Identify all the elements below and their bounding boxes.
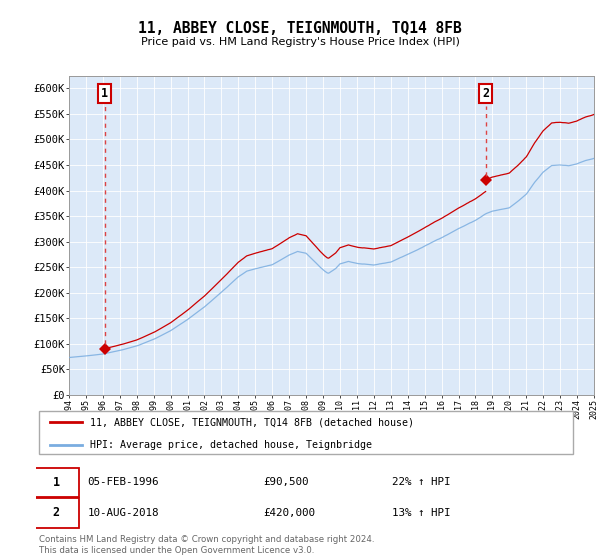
FancyBboxPatch shape: [39, 411, 574, 454]
Text: 05-FEB-1996: 05-FEB-1996: [88, 477, 159, 487]
Text: £420,000: £420,000: [263, 508, 315, 518]
Text: Contains HM Land Registry data © Crown copyright and database right 2024.
This d: Contains HM Land Registry data © Crown c…: [39, 535, 374, 555]
Text: HPI: Average price, detached house, Teignbridge: HPI: Average price, detached house, Teig…: [90, 440, 372, 450]
Text: 2: 2: [52, 506, 59, 519]
Text: 1: 1: [101, 87, 108, 100]
Text: £90,500: £90,500: [263, 477, 308, 487]
Text: 1: 1: [52, 476, 59, 489]
Text: 10-AUG-2018: 10-AUG-2018: [88, 508, 159, 518]
Text: 11, ABBEY CLOSE, TEIGNMOUTH, TQ14 8FB: 11, ABBEY CLOSE, TEIGNMOUTH, TQ14 8FB: [138, 21, 462, 36]
Text: 22% ↑ HPI: 22% ↑ HPI: [392, 477, 451, 487]
FancyBboxPatch shape: [34, 498, 79, 528]
FancyBboxPatch shape: [34, 468, 79, 497]
Text: 13% ↑ HPI: 13% ↑ HPI: [392, 508, 451, 518]
Text: Price paid vs. HM Land Registry's House Price Index (HPI): Price paid vs. HM Land Registry's House …: [140, 37, 460, 47]
Text: 2: 2: [482, 87, 489, 100]
Text: 11, ABBEY CLOSE, TEIGNMOUTH, TQ14 8FB (detached house): 11, ABBEY CLOSE, TEIGNMOUTH, TQ14 8FB (d…: [90, 417, 414, 427]
